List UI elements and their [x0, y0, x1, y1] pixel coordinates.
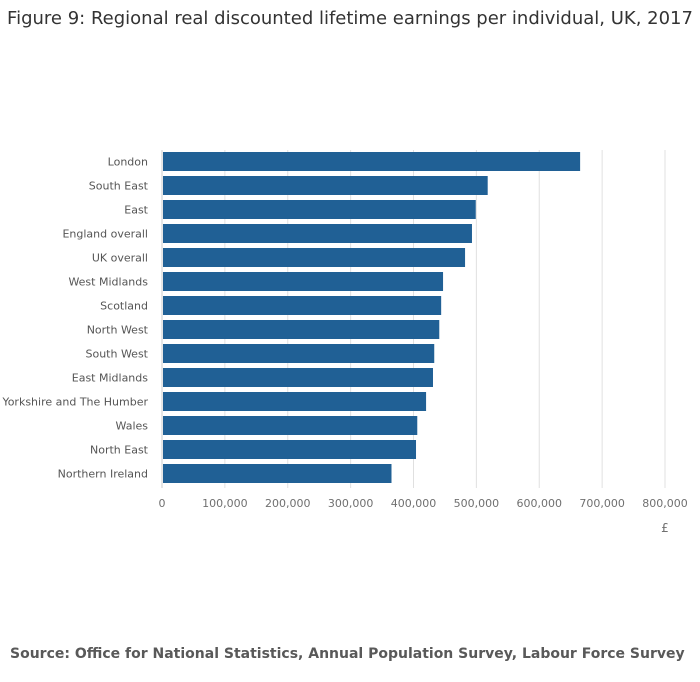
bar: [163, 272, 444, 291]
category-label: South West: [85, 348, 148, 361]
bar: [163, 344, 435, 363]
bar: [163, 200, 476, 219]
x-tick-label: 100,000: [202, 497, 248, 510]
bar: [163, 296, 442, 315]
bar: [163, 224, 472, 243]
category-label: North West: [87, 324, 149, 337]
bar: [163, 392, 427, 411]
x-tick-label: 0: [159, 497, 166, 510]
category-label: England overall: [62, 228, 148, 241]
bar: [163, 416, 418, 435]
x-tick-label: 600,000: [517, 497, 563, 510]
category-label: East: [124, 204, 148, 217]
bar: [163, 320, 440, 339]
bar-chart: 0 100,000 200,000 300,000 400,000 500,000 600,…: [1, 150, 688, 535]
category-label: Wales: [116, 420, 149, 433]
x-axis-label: £: [661, 521, 669, 535]
x-tick-label: 700,000: [579, 497, 625, 510]
category-label: Scotland: [100, 300, 148, 313]
bar: [163, 152, 581, 171]
category-label: West Midlands: [68, 276, 148, 289]
bar: [163, 440, 417, 459]
source-note: Source: Office for National Statistics, …: [10, 646, 685, 662]
bar: [163, 248, 466, 267]
category-label: Northern Ireland: [58, 468, 148, 481]
category-label: North East: [90, 444, 149, 457]
chart-title: Figure 9: Regional real discounted lifet…: [7, 8, 693, 29]
bar: [163, 176, 488, 195]
bar: [163, 464, 392, 483]
category-label: Yorkshire and The Humber: [1, 396, 148, 409]
x-tick-label: 300,000: [328, 497, 374, 510]
x-tick-label: 400,000: [391, 497, 437, 510]
category-label: UK overall: [92, 252, 148, 265]
category-label: South East: [89, 180, 149, 193]
x-tick-label: 500,000: [454, 497, 500, 510]
x-tick-label: 200,000: [265, 497, 311, 510]
x-tick-label: 800,000: [642, 497, 688, 510]
category-label: East Midlands: [72, 372, 149, 385]
bar: [163, 368, 433, 387]
category-label: London: [108, 156, 148, 169]
